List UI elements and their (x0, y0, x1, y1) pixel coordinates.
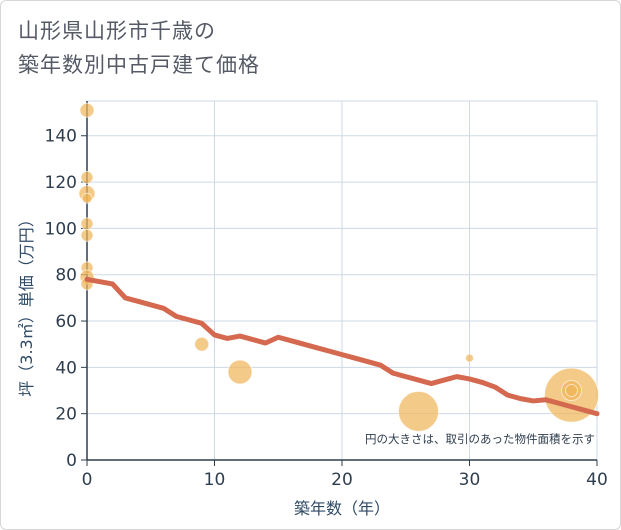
x-tick-label: 0 (82, 470, 93, 490)
y-tick-label: 100 (45, 219, 77, 239)
tick-labels: 0 20 40 60 80 100 120 140 0 10 20 30 40 (45, 127, 608, 490)
bubble-size-note: 円の大きさは、取引のあった物件面積を示す (365, 432, 595, 446)
y-tick-label: 20 (55, 405, 77, 425)
axes (81, 101, 598, 466)
bubble-point (80, 217, 94, 231)
bubble-point (80, 228, 94, 242)
chart-title-line2: 築年数別中古戸建て価格 (18, 53, 260, 77)
x-tick-label: 10 (204, 470, 226, 490)
y-tick-label: 60 (55, 312, 77, 332)
chart-title: 山形県山形市千歳の 築年数別中古戸建て価格 (18, 14, 578, 82)
x-tick-label: 30 (459, 470, 481, 490)
trend-layer (84, 276, 600, 417)
y-tick-label: 140 (45, 127, 77, 147)
bubble-point (80, 170, 94, 184)
bubble-point (465, 353, 474, 363)
y-tick-label: 40 (55, 358, 77, 378)
x-tick-label: 40 (586, 470, 608, 490)
grid-lines (87, 100, 598, 460)
chart-title-line1: 山形県山形市千歳の (18, 19, 216, 43)
bubble-point (227, 359, 253, 385)
x-axis-label: 築年数（年） (294, 499, 390, 518)
y-tick-label: 120 (45, 173, 77, 193)
bubble-point (81, 192, 93, 204)
bubble-point (79, 102, 95, 118)
x-tick-label: 20 (331, 470, 353, 490)
y-axis-label: 坪（3.3㎡）単価（万円） (17, 211, 36, 396)
bubble-point (194, 336, 210, 352)
trend-line (84, 276, 600, 417)
bubble-point (565, 384, 578, 398)
y-tick-label: 80 (55, 266, 77, 286)
bubble-layer (78, 102, 599, 432)
y-tick-label: 0 (66, 451, 77, 471)
bubble-point (398, 390, 439, 432)
